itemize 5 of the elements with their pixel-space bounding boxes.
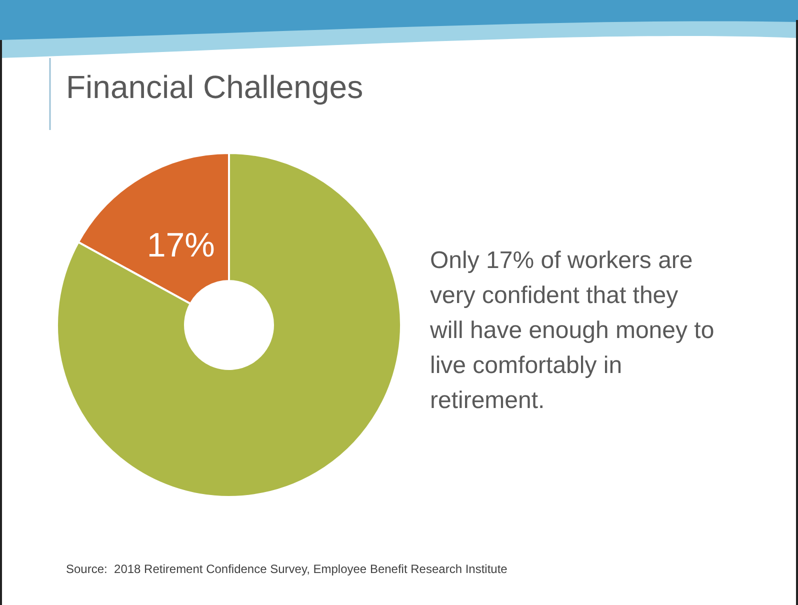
chart-title: Financial Challenges — [66, 69, 364, 105]
text: Only 17% of workers are very confident that they will have enough money to live comfortably in retirement. — [429, 247, 714, 414]
donut-slice — [56, 152, 402, 498]
source-note: Source: 2018 Retirement Confidence Survey, Employee Benefit Research Institute — [66, 562, 508, 576]
data-label: 17% — [146, 226, 215, 265]
